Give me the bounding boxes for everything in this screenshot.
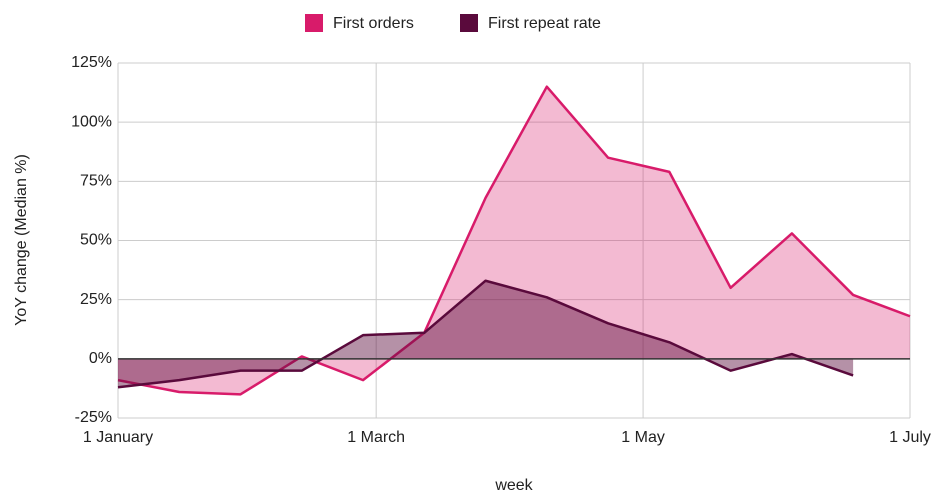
legend-label: First orders (333, 15, 414, 32)
x-tick-label: 1 January (83, 429, 153, 446)
legend-swatch (305, 14, 323, 32)
x-tick-label: 1 July (889, 429, 931, 446)
y-tick-label: 0% (89, 350, 112, 367)
line (117, 279, 854, 389)
x-tick-label: 1 March (347, 429, 405, 446)
y-tick-label: 50% (80, 232, 112, 249)
legend-swatch (460, 14, 478, 32)
area (118, 86, 910, 395)
legend-label: First repeat rate (488, 15, 601, 32)
area (118, 280, 854, 388)
y-tick-label: 100% (71, 113, 112, 130)
y-tick-label: 25% (80, 291, 112, 308)
line (117, 85, 911, 396)
y-tick-label: 75% (80, 173, 112, 190)
y-axis-label: YoY change (Median %) (13, 154, 30, 326)
x-axis-label: week (494, 477, 533, 494)
y-tick-label: 125% (71, 54, 112, 71)
y-tick-label: -25% (75, 409, 112, 426)
x-tick-label: 1 May (621, 429, 665, 446)
